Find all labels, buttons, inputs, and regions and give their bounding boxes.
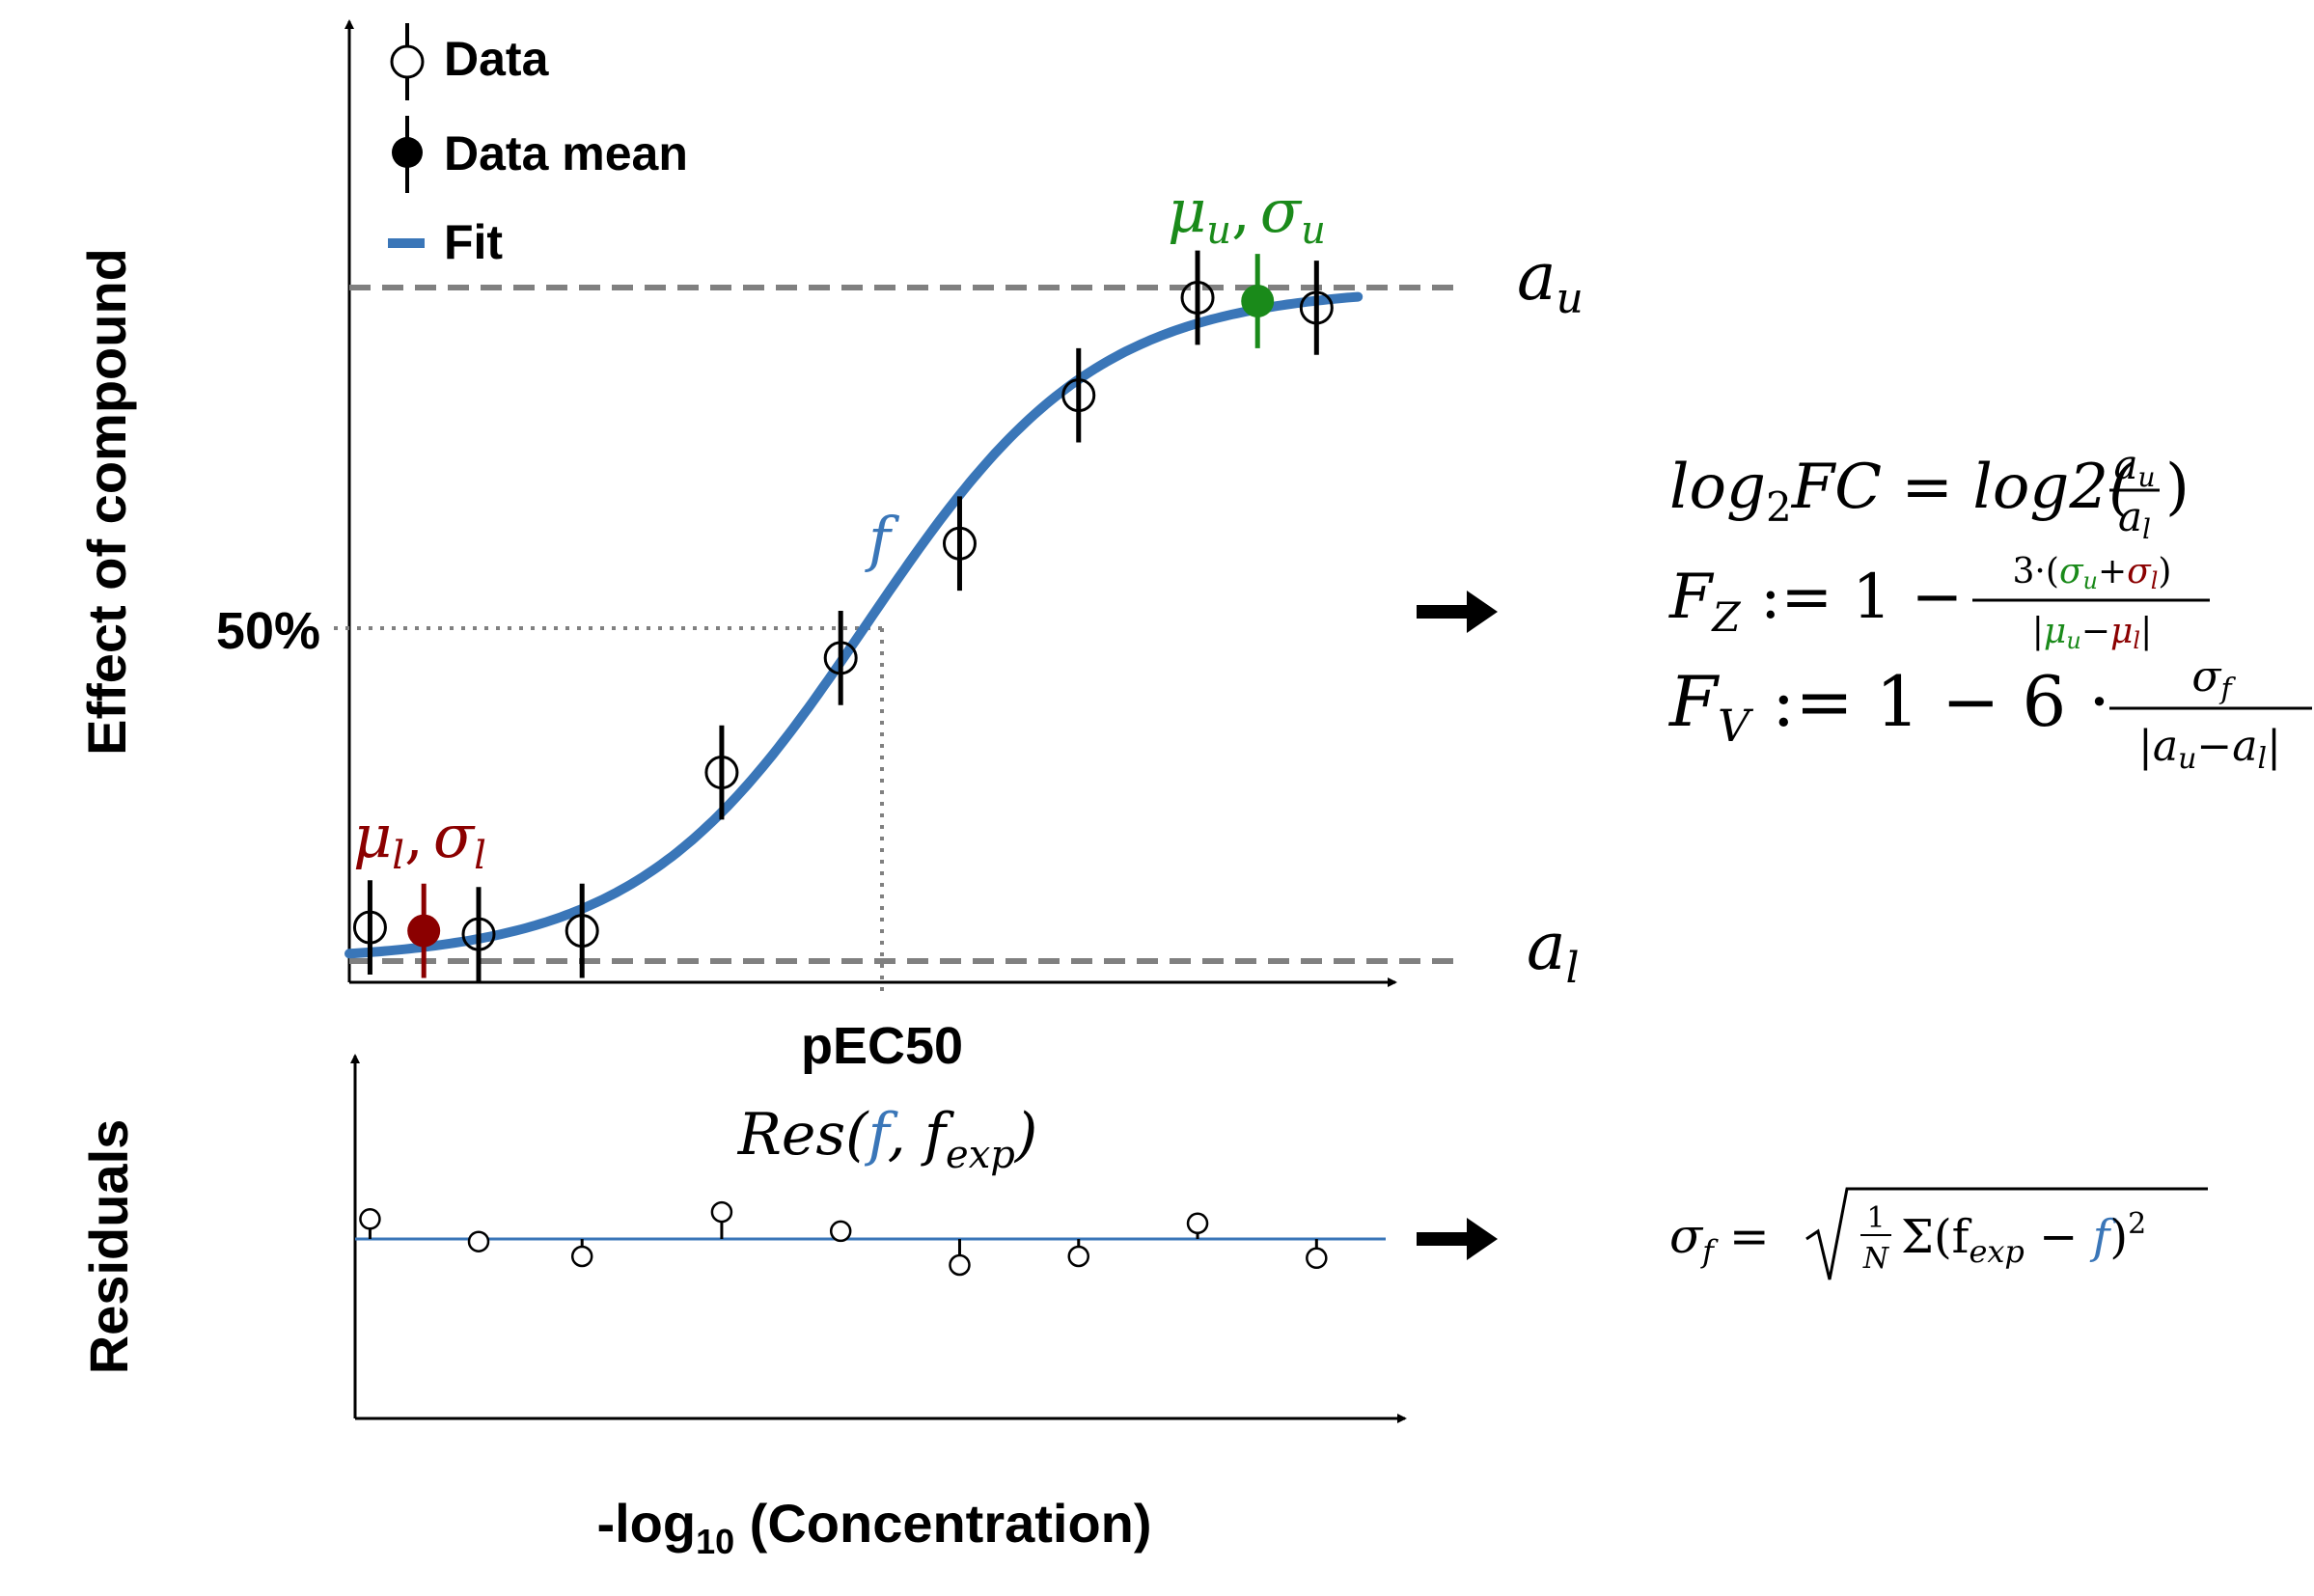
svg-text:|μu−μl|: |μu−μl|: [2032, 612, 2152, 654]
residual-point-5: [949, 1253, 971, 1277]
residual-points: [359, 1200, 1328, 1277]
fv-formula: FV := 1 − 6 · σf |au−al|: [1667, 652, 2312, 776]
legend-fit-label: Fit: [444, 215, 503, 269]
residual-point-1: [467, 1230, 490, 1252]
residual-point-3: [710, 1200, 733, 1224]
upper-mean-marker: [1241, 284, 1275, 317]
residual-point-6: [1067, 1245, 1090, 1268]
svg-text:FV := 1 − 6 ·: FV := 1 − 6 ·: [1667, 661, 2110, 752]
data-points: [352, 250, 1334, 981]
svg-text:log2FC = log2(: log2FC = log2(: [1669, 452, 2135, 531]
residual-point-7: [1186, 1212, 1209, 1235]
svg-text:al: al: [2118, 493, 2151, 545]
a-l-label: al: [1527, 909, 1580, 993]
data-point-2: [565, 914, 599, 949]
log2fc-formula: log2FC = log2( au al ): [1669, 441, 2190, 545]
mu-u-sigma-u-label: μu, σu: [1168, 176, 1326, 253]
svg-text:Σ(fexp − f)2: Σ(fexp − f)2: [1901, 1207, 2146, 1270]
residual-point-8: [1306, 1247, 1328, 1270]
data-point-0: [352, 910, 387, 945]
svg-text:σf: σf: [2191, 652, 2236, 706]
svg-text:1: 1: [1866, 1201, 1885, 1235]
mu-l-sigma-l-label: μl, σl: [353, 801, 486, 878]
data-point-5: [942, 526, 977, 561]
data-point-4: [823, 641, 858, 675]
top-arrow-head: [1467, 591, 1498, 633]
legend-mean-label: Data mean: [444, 126, 688, 180]
a-u-label: au: [1517, 239, 1584, 323]
fz-formula: FZ := 1 − 3·(σu+σl) |μu−μl|: [1668, 552, 2210, 654]
svg-text:σf =: σf =: [1669, 1208, 1770, 1270]
residual-point-0: [359, 1208, 381, 1230]
pec50-label: pEC50: [801, 1017, 963, 1075]
top-y-axis-label: Effect of compound: [76, 248, 137, 756]
svg-text:N: N: [1862, 1242, 1890, 1276]
fit-curve: [344, 291, 1364, 959]
data-point-7: [1180, 280, 1215, 315]
svg-text:|au−al|: |au−al|: [2138, 722, 2281, 776]
legend: Data Data mean Fit: [388, 23, 688, 269]
data-point-8: [1299, 290, 1334, 325]
svg-text:): ): [2165, 452, 2190, 523]
legend-mean-marker: [392, 137, 423, 168]
residual-function-label: Res(f, fexp): [737, 1101, 1038, 1177]
bottom-arrow-head: [1467, 1218, 1498, 1260]
residual-point-4: [829, 1220, 852, 1243]
x-axis-label: -log10 (Concentration): [596, 1493, 1151, 1561]
fifty-percent-label: 50%: [216, 602, 320, 660]
data-point-1: [461, 917, 496, 951]
legend-data-marker: [390, 44, 425, 79]
data-point-3: [704, 756, 739, 790]
svg-text:FZ := 1 −: FZ := 1 −: [1668, 562, 1963, 641]
data-point-6: [1061, 378, 1096, 413]
bottom-y-axis-label: Residuals: [78, 1119, 139, 1375]
svg-text:3·(σu+σl): 3·(σu+σl): [2013, 552, 2172, 594]
lower-mean-marker: [407, 914, 441, 948]
legend-data-label: Data: [444, 32, 550, 86]
svg-text:au: au: [2113, 441, 2155, 493]
sigma-f-formula: σf = 1 N Σ(fexp − f)2: [1669, 1187, 2208, 1280]
fit-function-label: f: [865, 504, 900, 574]
sqrt-sign: [1805, 1187, 2208, 1280]
residual-point-2: [570, 1245, 593, 1268]
